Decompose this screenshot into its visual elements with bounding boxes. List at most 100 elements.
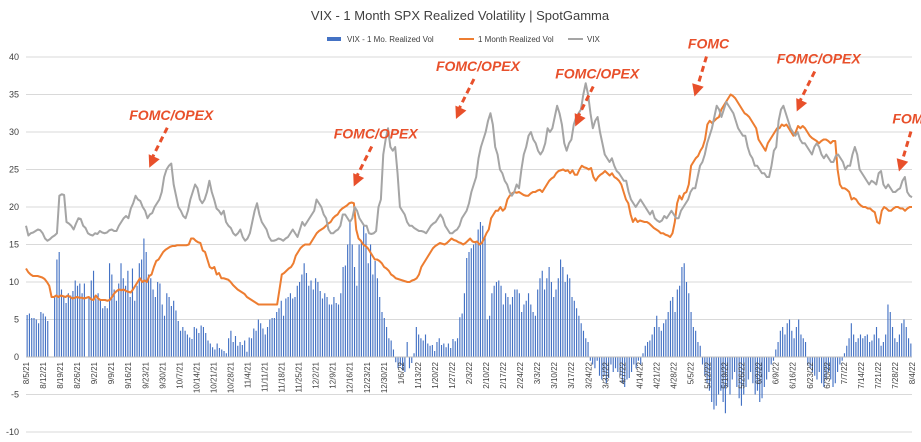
bar [143,238,145,357]
series-line-vix [25,82,913,242]
bar [248,337,250,357]
bar [800,334,802,357]
bar [491,293,493,357]
bar [182,327,184,357]
bar [92,270,95,357]
bar [738,357,740,399]
bar [669,300,672,357]
bar [122,278,124,357]
bar [386,327,388,357]
bar [271,318,273,357]
bar [209,343,211,357]
bar [102,308,104,357]
bar [695,330,697,357]
bar [63,297,65,357]
bar [562,267,564,357]
bar [518,293,520,357]
bar [711,357,713,402]
bar [534,315,536,357]
bar [848,338,850,357]
bar [672,297,674,357]
y-tick-label: 10 [9,277,19,287]
bar [289,293,291,357]
x-tick-label: 7/14/22 [857,361,866,388]
bar [903,319,905,357]
x-tick-label: 8/26/21 [73,361,82,388]
legend-label-realized-vol: 1 Month Realized Vol [478,35,554,44]
bar [466,258,468,357]
bar [369,244,372,357]
annotation-label: FOMC [688,36,730,52]
bar [479,222,482,357]
bar [257,319,259,357]
bar [72,291,74,357]
bar [473,244,475,357]
bar [31,318,33,357]
x-tick-label: 6/2/22 [755,361,764,384]
bar [47,321,49,357]
bar [537,289,539,357]
bar [280,300,282,357]
x-tick-label: 9/30/21 [158,361,167,388]
x-tick-label: 11/18/21 [278,361,287,392]
bar [184,330,186,357]
bar [608,357,610,378]
bar [262,328,264,357]
bar [495,282,498,357]
bar [644,345,646,357]
y-tick-label: 30 [9,127,19,137]
bar [399,357,401,366]
bar [266,327,269,357]
bar [489,315,491,357]
bar [614,357,617,369]
bar [40,312,42,357]
bar [875,327,878,357]
bar [754,357,756,395]
bar [500,285,502,357]
x-tick-label: 12/16/21 [346,361,355,393]
bar [866,334,868,357]
bar [640,357,642,365]
bar [216,343,218,357]
bar [482,225,484,357]
bar [887,304,889,357]
x-tick-label: 3/24/22 [584,361,593,388]
x-axis-ticks: 8/5/21 8/12/21 8/19/21 8/26/21 9/2/21 9/9/21 9… [22,361,917,393]
x-tick-label: 4/14/22 [635,361,644,388]
bar [278,308,280,357]
bar [821,357,823,384]
bar [882,342,884,357]
bar [717,357,720,395]
bar [459,317,461,357]
annotation-arrow-shaft [576,85,595,118]
bar [811,357,813,372]
bar [207,340,209,357]
bar [752,357,754,384]
bar [624,357,626,387]
bar [418,334,420,357]
bar [770,357,772,365]
bar [740,357,743,406]
bar [862,338,864,357]
bar [452,339,454,357]
bar [381,312,383,357]
bar [26,315,28,357]
bar [253,328,255,357]
bar [681,267,683,357]
annotation-arrow-shaft [696,56,708,87]
bar [779,330,781,357]
bar [76,285,79,357]
bar [434,351,436,357]
bar [532,312,534,357]
bar [305,273,308,357]
y-axis-ticks: -10 -5 0 5 10 15 20 25 30 35 40 [6,52,19,437]
bar [363,225,365,357]
bar [864,336,866,357]
legend-swatch-realized-diff [327,37,341,41]
y-tick-label: -10 [6,427,19,437]
x-tick-label: 2/10/22 [482,361,491,388]
bar [113,289,115,357]
bar [830,357,832,380]
bar [493,285,495,357]
bar [159,283,161,357]
